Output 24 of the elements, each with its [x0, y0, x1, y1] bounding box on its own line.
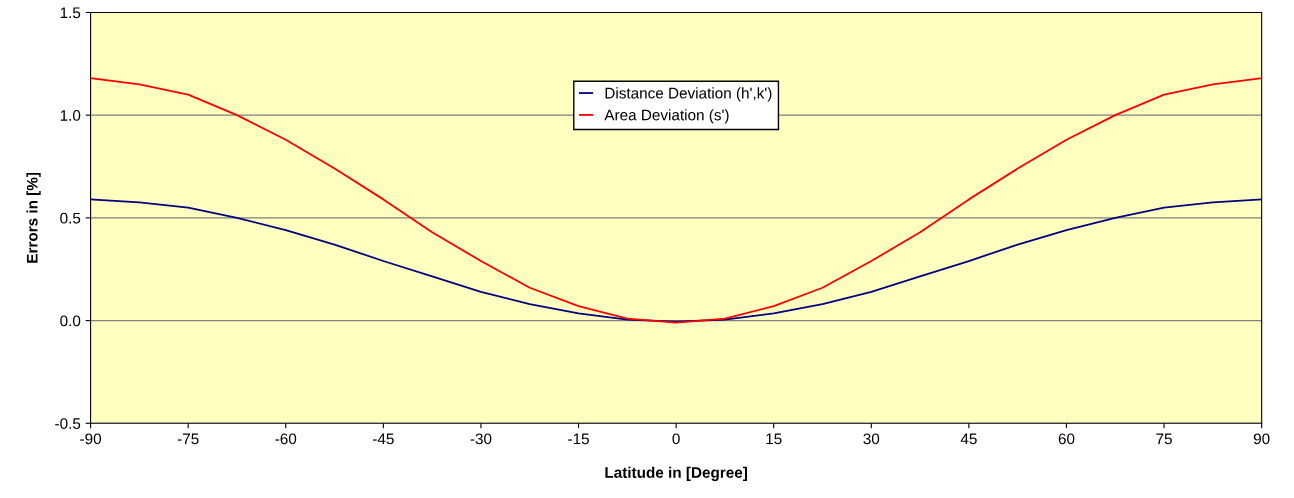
x-tick-label: 15	[766, 433, 782, 445]
y-axis-title: Errors in [%]	[26, 172, 41, 263]
legend-label: Area Deviation (s')	[604, 109, 729, 124]
x-tick-label: 75	[1156, 433, 1172, 445]
x-tick-label: -45	[372, 433, 394, 445]
x-axis-title: Latitude in [Degree]	[605, 466, 747, 482]
x-tick-label: -75	[177, 433, 199, 445]
x-tick-label: -15	[568, 433, 589, 445]
y-tick-label: -0.5	[55, 418, 81, 429]
x-tick-label: 60	[1058, 433, 1075, 445]
line-series	[90, 77, 1262, 324]
x-tick-label: -90	[80, 433, 102, 445]
x-tick-label: -30	[470, 433, 492, 445]
x-tick-label: 30	[863, 433, 880, 445]
line-series	[90, 198, 1262, 323]
x-tick-label: -60	[275, 433, 297, 445]
y-tick-label: 0.5	[60, 212, 81, 224]
legend-label: Distance Deviation (h',k')	[605, 87, 772, 102]
x-tick-label: 90	[1253, 433, 1270, 445]
y-tick-label: 1.0	[60, 110, 81, 121]
x-tick-label: 0	[672, 433, 680, 445]
x-tick-label: 45	[960, 433, 977, 445]
y-tick-label: 0.0	[60, 315, 81, 327]
y-tick-label: 1.5	[60, 7, 81, 19]
